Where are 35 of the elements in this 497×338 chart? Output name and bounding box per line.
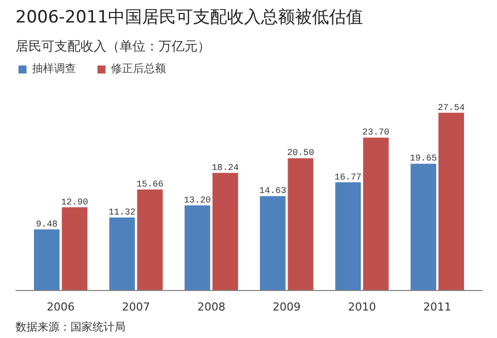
bar (288, 158, 314, 290)
data-label: 27.54 (438, 102, 465, 113)
bar (109, 217, 135, 290)
legend-label: 抽样调查 (32, 61, 76, 76)
bar (184, 205, 210, 290)
data-label: 14.63 (259, 186, 286, 196)
bar (363, 138, 389, 290)
data-label: 23.70 (362, 128, 390, 138)
data-label: 16.77 (334, 172, 362, 182)
bar (260, 196, 286, 290)
x-tick-label: 2008 (197, 300, 226, 314)
chart-subtitle: 居民可支配收入（单位：万亿元） (16, 40, 210, 54)
bar (212, 172, 238, 290)
bar (137, 189, 163, 290)
bar (62, 207, 88, 290)
x-tick-label: 2006 (46, 300, 75, 314)
bar (438, 112, 464, 290)
chart-title: 2006-2011中国居民可支配收入总额被低估值 (16, 8, 364, 28)
source-note: 数据来源：国家统计局 (16, 320, 126, 334)
bar (335, 182, 361, 290)
bar (410, 164, 436, 290)
x-tick-label: 2011 (423, 300, 452, 314)
data-label: 9.48 (36, 219, 58, 230)
data-label: 20.50 (287, 148, 314, 158)
data-label: 18.24 (212, 162, 239, 173)
x-tick-label: 2010 (348, 300, 376, 314)
x-tick-label: 2009 (272, 300, 301, 314)
data-label: 15.66 (136, 179, 164, 190)
data-label: 11.32 (108, 207, 136, 218)
legend-label: 修正后总额 (111, 61, 166, 76)
data-label: 12.90 (61, 197, 88, 208)
x-tick-label: 2007 (122, 300, 150, 314)
data-label: 13.20 (184, 195, 211, 206)
data-label: 19.65 (410, 154, 437, 164)
bar (34, 229, 60, 290)
